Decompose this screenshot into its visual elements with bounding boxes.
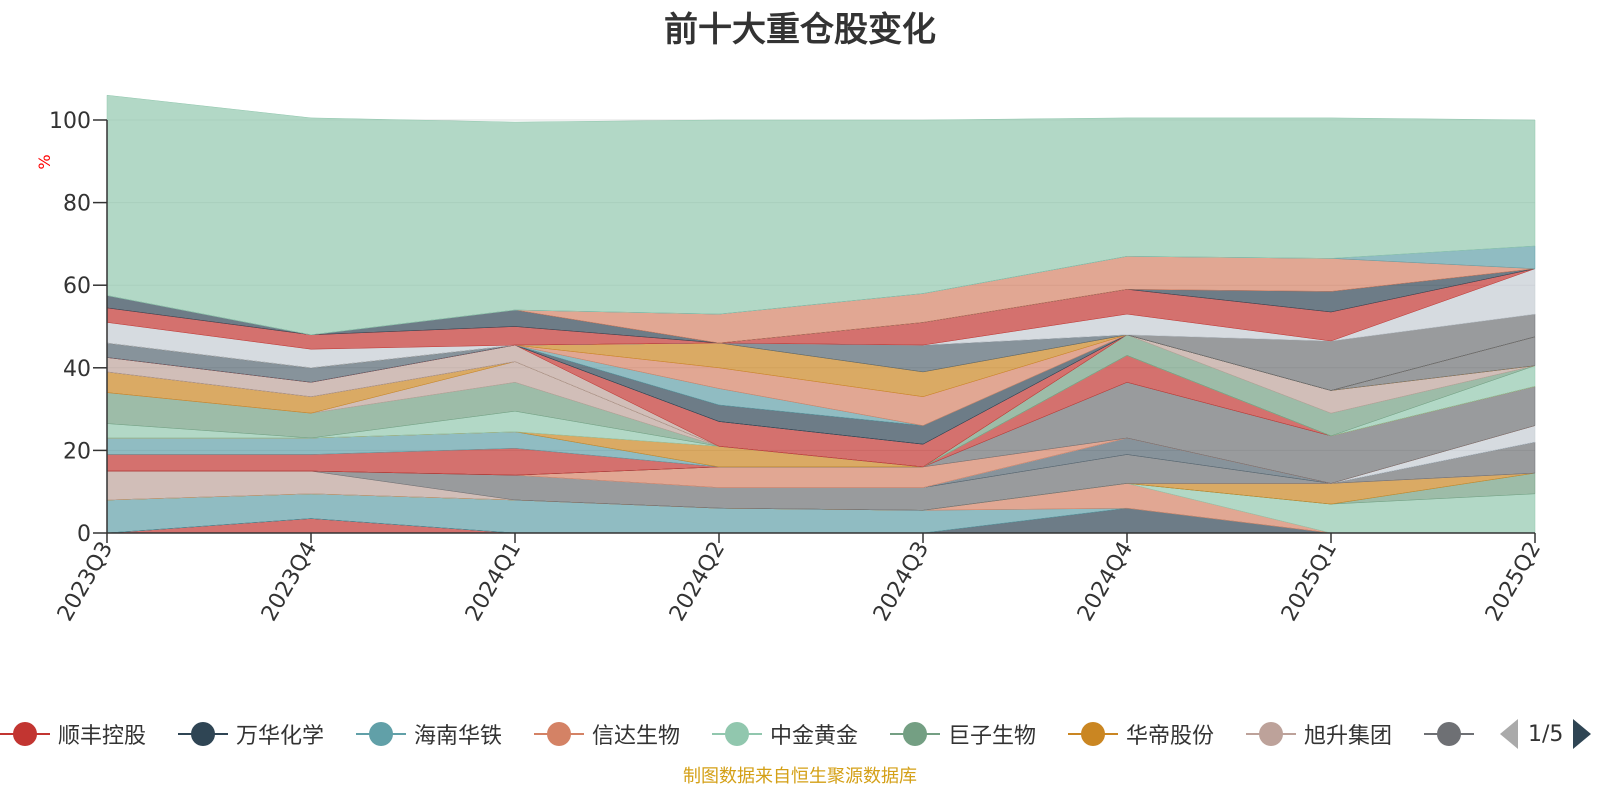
legend-label: 旭升集团: [1304, 724, 1393, 749]
legend-item[interactable]: 顺丰控股: [0, 714, 146, 754]
x-tick-label: 2024Q1: [461, 538, 526, 626]
chart-title: 前十大重仓股变化: [664, 10, 936, 50]
y-tick-label: 60: [63, 274, 91, 299]
legend-marker-icon: [356, 720, 406, 748]
x-tick-label: 2023Q4: [257, 538, 322, 626]
legend-item[interactable]: 巨子生物: [890, 714, 1036, 754]
legend-marker-icon: [178, 720, 228, 748]
y-tick-label: 20: [63, 439, 91, 464]
legend-marker-icon: [0, 720, 50, 748]
x-tick-label: 2024Q4: [1073, 538, 1138, 626]
area-series: [106, 94, 1536, 534]
legend-label: 万华化学: [236, 724, 325, 749]
legend-item[interactable]: [1424, 714, 1482, 754]
x-tick-label: 2024Q3: [869, 538, 934, 626]
legend-item[interactable]: 万华化学: [178, 714, 324, 754]
legend-page-indicator: 1/5: [1528, 721, 1564, 747]
legend-marker-icon: [1246, 720, 1296, 748]
legend-label: 顺丰控股: [58, 724, 147, 749]
legend-label: 华帝股份: [1126, 724, 1215, 749]
legend-marker-icon: [534, 720, 584, 748]
y-unit-label: %: [35, 154, 54, 169]
y-tick-label: 80: [63, 192, 91, 217]
area-series-35[interactable]: [106, 94, 1536, 336]
x-tick-label: 2025Q2: [1481, 538, 1546, 626]
legend-item[interactable]: 中金黄金: [712, 714, 858, 754]
y-tick-label: 0: [77, 522, 91, 547]
legend-label: 巨子生物: [948, 724, 1037, 749]
legend-pager: 1/5: [1500, 714, 1600, 754]
y-tick-label: 40: [63, 357, 91, 382]
y-tick-label: 100: [49, 109, 91, 134]
x-tick-label: 2023Q3: [53, 538, 118, 626]
source-note: 制图数据来自恒生聚源数据库: [683, 766, 917, 787]
legend-item[interactable]: 华帝股份: [1068, 714, 1214, 754]
legend-marker-icon: [890, 720, 940, 748]
legend-item[interactable]: 旭升集团: [1246, 714, 1392, 754]
legend-label: 信达生物: [592, 724, 681, 749]
legend-label: 海南华铁: [414, 724, 503, 749]
legend-prev-arrow-icon[interactable]: [1500, 719, 1518, 749]
legend-label: 中金黄金: [770, 724, 859, 749]
legend-next-arrow-icon[interactable]: [1573, 719, 1592, 749]
legend-marker-icon: [712, 720, 762, 748]
legend-item[interactable]: 海南华铁: [356, 714, 502, 754]
x-tick-label: 2024Q2: [665, 538, 730, 626]
legend-item[interactable]: 信达生物: [534, 714, 680, 754]
legend: 顺丰控股 万华化学 海南华铁 信达生物 中金黄金 巨子生物 华帝股份 旭升集团: [0, 714, 1490, 758]
legend-marker-icon: [1424, 720, 1474, 748]
legend-marker-icon: [1068, 720, 1118, 748]
x-tick-label: 2025Q1: [1277, 538, 1342, 626]
